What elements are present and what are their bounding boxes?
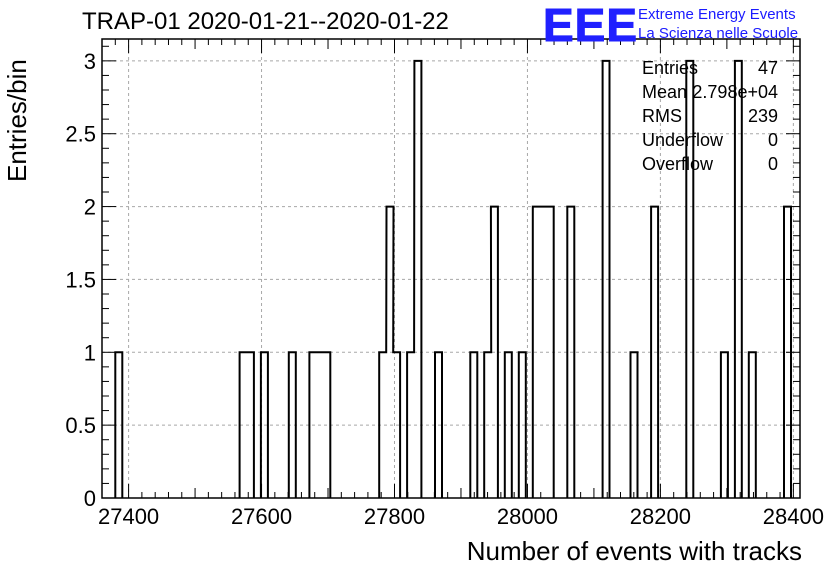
x-tick-label: 27600 [231,504,292,529]
stat-row-overflow: Overflow 0 [642,154,778,178]
y-axis-label: Entries/bin [2,59,32,182]
x-axis-label: Number of events with tracks [466,536,802,566]
histogram-bin [784,207,791,498]
histogram-bin [414,61,421,498]
stat-name: Overflow [642,154,714,174]
x-tick-label: 27800 [364,504,425,529]
x-tick-label: 27400 [98,504,159,529]
histogram-bin [323,352,330,498]
stat-value: 2.798e+04 [692,82,778,102]
histogram-bin [240,352,247,498]
stat-value: 239 [747,106,778,126]
grid-lines [102,39,800,498]
histogram-bin [651,207,658,498]
histogram-bin [309,352,316,498]
stat-name: Mean [642,82,688,102]
histogram-bin [379,352,386,498]
logo-line-1: Extreme Energy Events [638,6,796,23]
histogram-bin [115,352,122,498]
stat-row-entries: Entries 47 [642,58,778,82]
histogram-bin [539,207,546,498]
histogram-bin [603,61,610,498]
histogram-bin [435,352,442,498]
histogram-bin [407,352,414,498]
x-tick-label: 28400 [763,504,824,529]
histogram-bin [749,352,756,498]
histogram-bin [289,352,296,498]
histogram-bin [491,207,498,498]
stat-name: RMS [642,106,682,126]
histogram-bin [470,352,477,498]
histogram-bin [721,352,728,498]
x-tick-label: 28000 [497,504,558,529]
y-tick-label: 0.5 [65,413,96,438]
histogram-bin [387,207,394,498]
stat-value: 0 [767,154,778,174]
stat-name: Underflow [642,130,724,150]
histogram-bin [547,207,554,498]
stat-row-mean: Mean 2.798e+04 [642,82,778,106]
y-tick-label: 3 [84,49,96,74]
histogram-bin [533,207,540,498]
x-tick-label: 28200 [630,504,691,529]
histogram-bin [630,352,637,498]
y-tick-label: 1 [84,340,96,365]
y-tick-label: 1.5 [65,267,96,292]
histogram-bin [317,352,324,498]
histogram-bin [519,352,526,498]
chart-title: TRAP-01 2020-01-21--2020-01-22 [82,8,449,35]
plot-frame [101,38,801,499]
stat-name: Entries [642,58,699,78]
histogram-bin [484,352,491,498]
stat-row-rms: RMS 239 [642,106,778,130]
y-tick-label: 2 [84,195,96,220]
histogram-bin [505,352,512,498]
logo-line-2: La Scienza nelle Scuole [638,25,799,42]
stat-value: 0 [767,130,778,150]
tick-labels: 27400 27600 27800 28000 28200 28400 0 0.5 1 1.5 2 2… [65,49,824,529]
y-tick-label: 2.5 [65,122,96,147]
histogram-bin [393,352,400,498]
axis-ticks [101,39,800,499]
stats-box: Entries 47 Mean 2.798e+04 RMS 239 Underf… [642,58,778,178]
eee-logo: EEE [542,0,639,51]
histogram-bin [261,352,268,498]
histogram-bin [247,352,254,498]
histogram-outline [114,59,792,498]
y-tick-label: 0 [84,486,96,511]
stat-value: 47 [757,58,778,78]
stat-row-underflow: Underflow 0 [642,130,778,154]
histogram-bin [567,207,574,498]
